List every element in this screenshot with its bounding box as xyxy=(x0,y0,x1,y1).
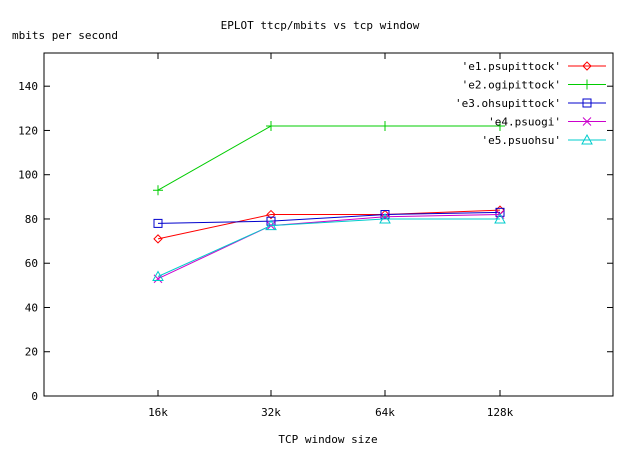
y-tick-label: 140 xyxy=(18,80,38,93)
plot-frame xyxy=(43,52,614,397)
legend: 'e1.psupittock' 'e2.ogipittock' 'e3.ohsupi… xyxy=(455,60,606,147)
x-axis-label: TCP window size xyxy=(278,433,377,446)
series-2-point xyxy=(153,185,163,196)
x-tick-label: 128k xyxy=(487,406,514,419)
legend-marker xyxy=(582,117,592,126)
series-5-line xyxy=(157,218,500,277)
series-1-point xyxy=(153,234,163,244)
series-3-line xyxy=(157,211,501,224)
axis-ticks: 0 20 40 60 80 100 120 140 16k 32k 64k 128k xyxy=(18,53,613,419)
series-4 xyxy=(153,210,505,284)
series-5-point xyxy=(265,219,277,231)
y-tick-label: 60 xyxy=(25,257,38,270)
y-tick-label: 40 xyxy=(25,301,38,314)
legend-label: 'e5.psuohsu' xyxy=(482,134,561,147)
chart-title: EPLOT ttcp/mbits vs tcp window xyxy=(221,19,420,32)
legend-marker xyxy=(582,61,592,71)
legend-marker xyxy=(581,133,593,145)
series-3-point xyxy=(495,207,505,217)
legend-label: 'e1.psupittock' xyxy=(462,60,561,73)
legend-marker xyxy=(582,98,592,108)
series-1-point xyxy=(266,209,276,220)
series-5-point xyxy=(379,212,391,224)
y-axis-label: mbits per second xyxy=(12,29,118,42)
x-tick-label: 64k xyxy=(375,406,395,419)
series-5 xyxy=(152,212,506,282)
series-layer xyxy=(152,121,506,284)
legend-label: 'e2.ogipittock' xyxy=(462,79,561,92)
series-2-point xyxy=(495,121,505,132)
y-tick-label: 20 xyxy=(25,346,38,359)
x-tick-label: 32k xyxy=(261,406,281,419)
series-1-line xyxy=(157,209,501,240)
y-tick-label: 0 xyxy=(31,390,38,403)
legend-label: 'e4.psuogi' xyxy=(488,116,561,129)
legend-marker xyxy=(582,79,592,90)
y-tick-label: 100 xyxy=(18,169,38,182)
series-2 xyxy=(153,121,505,196)
series-2-line xyxy=(157,125,500,191)
legend-label: 'e3.ohsupittock' xyxy=(455,97,561,110)
x-tick-label: 16k xyxy=(148,406,168,419)
y-tick-label: 120 xyxy=(18,124,38,137)
series-2-point xyxy=(380,121,390,132)
series-2-point xyxy=(266,121,276,132)
series-1 xyxy=(153,205,505,244)
series-3-point xyxy=(153,218,163,228)
series-5-point xyxy=(152,270,164,282)
series-3 xyxy=(153,207,505,228)
y-tick-label: 80 xyxy=(25,213,38,226)
series-4-line xyxy=(157,214,501,280)
series-5-point xyxy=(494,212,506,224)
